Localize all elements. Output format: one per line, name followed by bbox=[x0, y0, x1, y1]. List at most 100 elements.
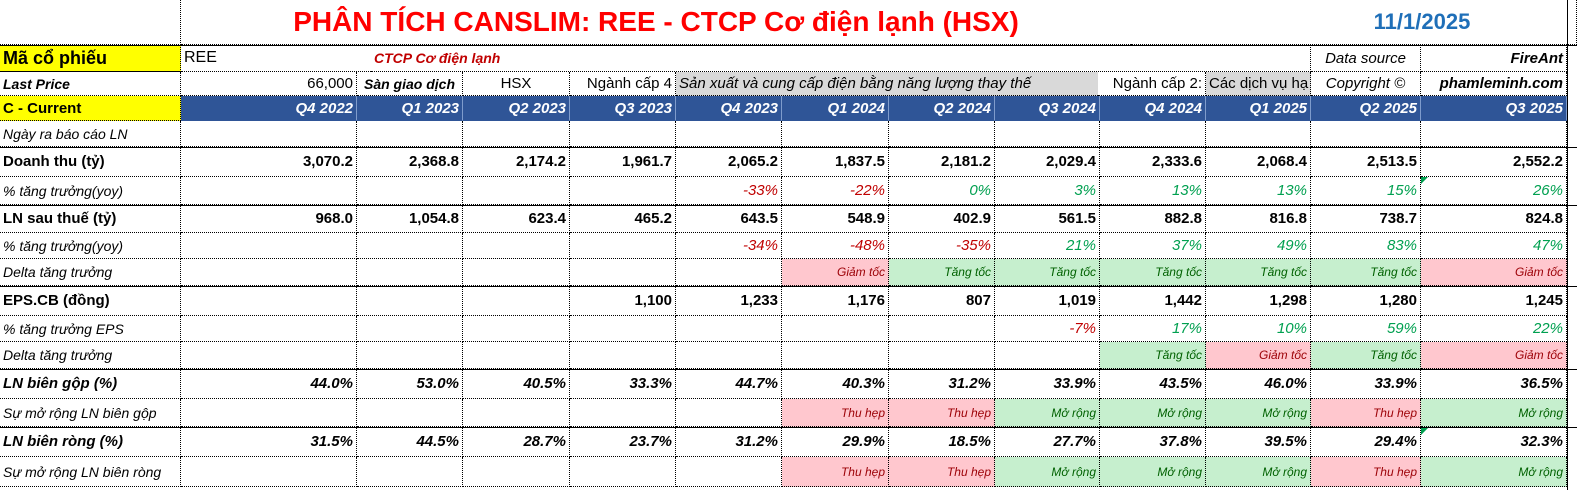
data-cell[interactable]: Mở rộng bbox=[995, 457, 1100, 487]
data-source-value[interactable]: FireAnt bbox=[1421, 45, 1567, 72]
data-cell[interactable]: Mở rộng bbox=[1206, 399, 1311, 427]
data-cell[interactable]: Tăng tốc bbox=[1100, 342, 1206, 369]
quarter-header-cell[interactable]: Q4 2023 bbox=[676, 96, 782, 121]
quarter-header-cell[interactable]: Q3 2025 bbox=[1421, 96, 1567, 121]
data-cell[interactable] bbox=[570, 342, 676, 369]
data-cell[interactable] bbox=[570, 121, 676, 147]
data-cell[interactable]: 59% bbox=[1311, 316, 1421, 342]
data-cell[interactable] bbox=[357, 121, 463, 147]
data-cell[interactable]: Tăng tốc bbox=[889, 259, 995, 286]
data-cell[interactable]: 28.7% bbox=[463, 427, 570, 457]
data-cell[interactable] bbox=[570, 177, 676, 205]
data-cell[interactable] bbox=[181, 121, 357, 147]
data-cell[interactable]: Tăng tốc bbox=[1206, 259, 1311, 286]
data-cell[interactable]: 13% bbox=[1100, 177, 1206, 205]
data-cell[interactable]: 23.7% bbox=[570, 427, 676, 457]
data-cell[interactable] bbox=[782, 342, 889, 369]
data-cell[interactable]: 31.5% bbox=[181, 427, 357, 457]
data-cell[interactable]: 31.2% bbox=[676, 427, 782, 457]
data-cell[interactable]: 2,068.4 bbox=[1206, 147, 1311, 177]
data-cell[interactable] bbox=[463, 316, 570, 342]
data-cell[interactable]: Giảm tốc bbox=[1421, 342, 1567, 369]
data-cell[interactable]: 2,368.8 bbox=[357, 147, 463, 177]
data-cell[interactable] bbox=[570, 457, 676, 487]
data-cell[interactable] bbox=[570, 259, 676, 286]
data-cell[interactable]: 17% bbox=[1100, 316, 1206, 342]
data-cell[interactable] bbox=[357, 259, 463, 286]
data-cell[interactable]: Tăng tốc bbox=[1311, 342, 1421, 369]
data-cell[interactable] bbox=[1421, 121, 1567, 147]
quarter-header-cell[interactable]: Q2 2024 bbox=[889, 96, 995, 121]
data-cell[interactable] bbox=[570, 316, 676, 342]
data-cell[interactable] bbox=[463, 457, 570, 487]
data-cell[interactable] bbox=[995, 121, 1100, 147]
data-cell[interactable]: 816.8 bbox=[1206, 205, 1311, 233]
data-cell[interactable] bbox=[181, 259, 357, 286]
data-cell[interactable]: 3,070.2 bbox=[181, 147, 357, 177]
data-cell[interactable]: 33.9% bbox=[1311, 369, 1421, 399]
data-cell[interactable]: 2,552.2 bbox=[1421, 147, 1567, 177]
data-cell[interactable]: 1,298 bbox=[1206, 286, 1311, 316]
data-cell[interactable] bbox=[357, 286, 463, 316]
data-cell[interactable]: 2,333.6 bbox=[1100, 147, 1206, 177]
quarter-header-cell[interactable]: Q2 2023 bbox=[463, 96, 570, 121]
data-cell[interactable]: Tăng tốc bbox=[1100, 259, 1206, 286]
data-cell[interactable]: Thu hẹp bbox=[1311, 399, 1421, 427]
corner-cell[interactable] bbox=[0, 0, 181, 45]
data-cell[interactable]: 33.9% bbox=[995, 369, 1100, 399]
data-cell[interactable]: Thu hẹp bbox=[782, 457, 889, 487]
quarter-header-cell[interactable]: Q1 2023 bbox=[357, 96, 463, 121]
comment-indicator-icon[interactable] bbox=[1421, 177, 1428, 184]
data-cell[interactable]: 53.0% bbox=[357, 369, 463, 399]
data-cell[interactable]: Mở rộng bbox=[995, 399, 1100, 427]
data-cell[interactable]: -33% bbox=[676, 177, 782, 205]
data-cell[interactable] bbox=[181, 457, 357, 487]
comment-indicator-icon[interactable] bbox=[1421, 428, 1428, 435]
data-cell[interactable]: 15% bbox=[1311, 177, 1421, 205]
data-cell[interactable] bbox=[463, 121, 570, 147]
industry4-value[interactable]: Sản xuất và cung cấp điện bằng năng lượn… bbox=[676, 72, 1098, 96]
data-cell[interactable] bbox=[676, 121, 782, 147]
quarter-header-cell[interactable]: Q4 2022 bbox=[181, 96, 357, 121]
data-cell[interactable] bbox=[676, 259, 782, 286]
data-cell[interactable]: 22% bbox=[1421, 316, 1567, 342]
data-cell[interactable] bbox=[181, 233, 357, 259]
data-cell[interactable]: 49% bbox=[1206, 233, 1311, 259]
data-cell[interactable]: 1,054.8 bbox=[357, 205, 463, 233]
data-cell[interactable]: 44.7% bbox=[676, 369, 782, 399]
data-cell[interactable] bbox=[889, 316, 995, 342]
data-cell[interactable]: 21% bbox=[995, 233, 1100, 259]
data-cell[interactable]: 36.5% bbox=[1421, 369, 1567, 399]
data-cell[interactable]: 2,029.4 bbox=[995, 147, 1100, 177]
data-cell[interactable]: -7% bbox=[995, 316, 1100, 342]
data-cell[interactable] bbox=[463, 342, 570, 369]
data-cell[interactable]: 43.5% bbox=[1100, 369, 1206, 399]
data-cell[interactable]: Thu hẹp bbox=[1311, 457, 1421, 487]
quarter-header-cell[interactable]: Q1 2024 bbox=[782, 96, 889, 121]
data-cell[interactable] bbox=[181, 286, 357, 316]
data-cell[interactable]: 882.8 bbox=[1100, 205, 1206, 233]
data-cell[interactable]: 39.5% bbox=[1206, 427, 1311, 457]
ticker-value[interactable]: REE bbox=[181, 45, 371, 72]
data-cell[interactable]: 643.5 bbox=[676, 205, 782, 233]
data-cell[interactable]: 13% bbox=[1206, 177, 1311, 205]
data-cell[interactable] bbox=[181, 342, 357, 369]
data-cell[interactable]: 10% bbox=[1206, 316, 1311, 342]
data-cell[interactable]: Mở rộng bbox=[1206, 457, 1311, 487]
data-cell[interactable]: Mở rộng bbox=[1421, 399, 1567, 427]
data-cell[interactable]: 1,442 bbox=[1100, 286, 1206, 316]
data-cell[interactable]: 561.5 bbox=[995, 205, 1100, 233]
data-cell[interactable]: 738.7 bbox=[1311, 205, 1421, 233]
data-cell[interactable]: 27.7% bbox=[995, 427, 1100, 457]
data-cell[interactable] bbox=[181, 316, 357, 342]
data-cell[interactable]: Mở rộng bbox=[1100, 457, 1206, 487]
data-cell[interactable]: 44.0% bbox=[181, 369, 357, 399]
data-cell[interactable] bbox=[676, 457, 782, 487]
data-cell[interactable]: 2,513.5 bbox=[1311, 147, 1421, 177]
data-cell[interactable] bbox=[463, 286, 570, 316]
data-cell[interactable]: 465.2 bbox=[570, 205, 676, 233]
data-cell[interactable]: 623.4 bbox=[463, 205, 570, 233]
data-cell[interactable]: Tăng tốc bbox=[995, 259, 1100, 286]
data-cell[interactable]: Giảm tốc bbox=[1421, 259, 1567, 286]
data-cell[interactable]: Mở rộng bbox=[1100, 399, 1206, 427]
